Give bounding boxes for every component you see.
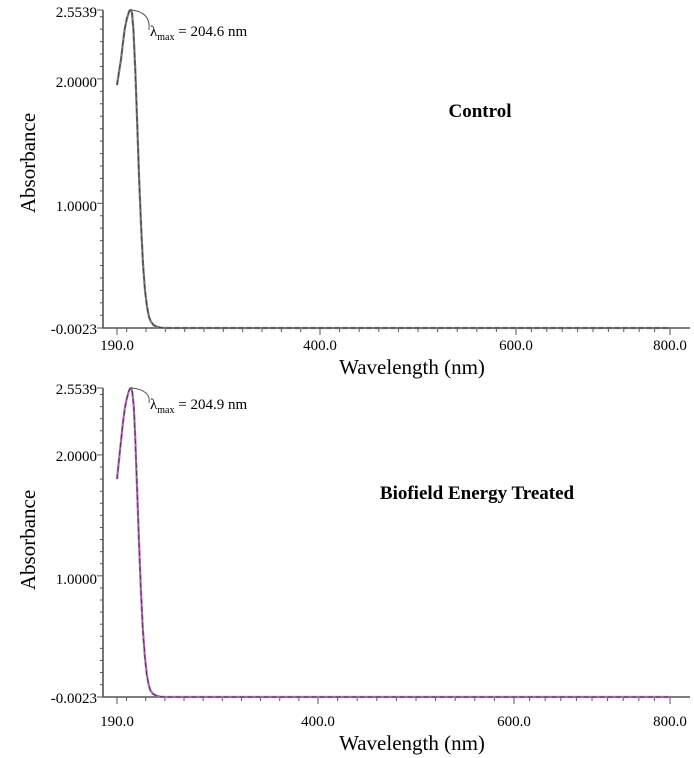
control-spectrum-panel: 2.5539 2.0000 1.0000 -0.0023 Absorbance … (16, 5, 690, 379)
x-axis-title: Wavelength (nm) (339, 731, 485, 755)
treated-label: Biofield Energy Treated (380, 483, 575, 504)
control-label: Control (449, 101, 512, 122)
spectrum-line-overlay (116, 387, 670, 698)
x-tick-label-190: 190.0 (100, 338, 134, 354)
y-tick-label-2: 2.0000 (56, 75, 97, 91)
lambda-subscript: max (157, 405, 174, 416)
spectrum-line (115, 8, 670, 330)
lambda-value: = 204.6 nm (175, 24, 248, 40)
x-tick-label-800: 800.0 (653, 714, 687, 730)
y-tick-label-top: 2.5539 (56, 5, 97, 21)
x-axis-title: Wavelength (nm) (339, 355, 485, 379)
peak-leader-line (131, 387, 150, 404)
y-tick-label-1: 1.0000 (56, 572, 97, 588)
x-tick-label-800: 800.0 (653, 338, 687, 354)
y-axis-title: Absorbance (16, 490, 40, 590)
y-tick-label-bottom: -0.0023 (51, 322, 97, 338)
spectrum-line (115, 386, 670, 699)
y-tick-label-1: 1.0000 (56, 199, 97, 215)
x-tick-label-400: 400.0 (303, 338, 337, 354)
spectrum-line-overlay (116, 9, 670, 329)
lambda-max-annotation: λmax = 204.9 nm (150, 397, 247, 416)
x-tick-label-600: 600.0 (497, 714, 531, 730)
lambda-symbol: λ (150, 24, 158, 40)
y-axis-title: Absorbance (16, 113, 40, 213)
treated-spectrum-panel: 2.5539 2.0000 1.0000 -0.0023 Absorbance … (16, 382, 690, 755)
x-tick-label-190: 190.0 (100, 714, 134, 730)
y-tick-label-2: 2.0000 (56, 449, 97, 465)
y-tick-label-bottom: -0.0023 (51, 691, 97, 707)
lambda-value: = 204.9 nm (175, 397, 248, 413)
y-tick-label-top: 2.5539 (56, 382, 97, 398)
peak-leader-line (131, 9, 150, 31)
x-tick-label-600: 600.0 (499, 338, 533, 354)
lambda-max-annotation: λmax = 204.6 nm (150, 24, 247, 43)
lambda-subscript: max (157, 32, 174, 43)
axis-frame (102, 388, 690, 698)
x-tick-label-400: 400.0 (301, 714, 335, 730)
axis-frame (102, 10, 690, 329)
lambda-symbol: λ (150, 397, 158, 413)
